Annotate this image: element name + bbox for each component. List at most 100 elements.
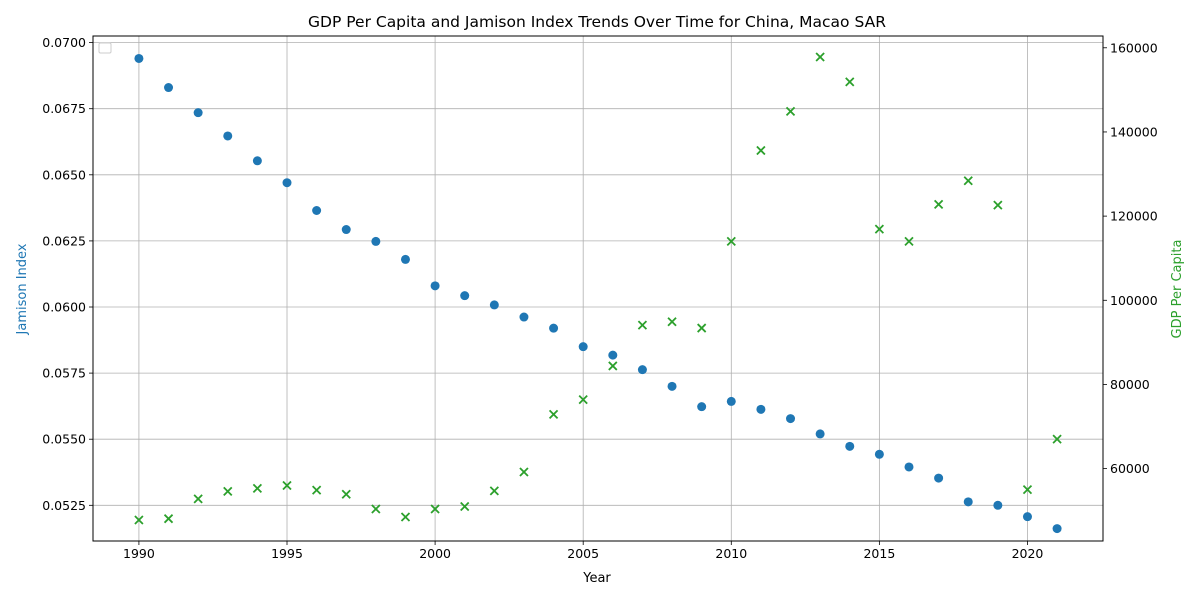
right-tick-label: 120000 [1110, 209, 1158, 224]
jamison-point [815, 429, 825, 439]
gdp-point [785, 106, 796, 116]
jamison-point [312, 206, 322, 216]
gdp-point [282, 480, 292, 491]
gdp-marker-stroke [193, 494, 203, 504]
left-tick-label: 0.0625 [42, 233, 86, 248]
jamison-point [282, 178, 292, 188]
gdp-point [489, 486, 499, 496]
gdp-point [400, 512, 411, 522]
jamison-point [460, 291, 470, 301]
left-tick-label: 0.0600 [42, 300, 86, 315]
gdp-marker-stroke [697, 323, 707, 333]
gdp-marker-stroke [400, 512, 411, 522]
gdp-point [993, 200, 1003, 210]
gdp-marker-stroke [815, 52, 825, 62]
jamison-point [1052, 524, 1062, 534]
gdp-marker-stroke [134, 515, 144, 525]
left-tick-label: 0.0650 [42, 167, 86, 182]
jamison-point [341, 225, 351, 235]
jamison-point [608, 350, 618, 360]
jamison-point [489, 300, 499, 310]
gdp-point [548, 409, 559, 419]
gdp-point [460, 501, 470, 512]
plot-frame [92, 35, 1104, 542]
jamison-point [786, 414, 796, 424]
jamison-point [1022, 512, 1032, 522]
jamison-point [164, 83, 174, 93]
gdp-point [578, 394, 588, 405]
gdp-marker-stroke [223, 486, 233, 496]
x-tick-label: 2000 [419, 546, 451, 561]
x-axis-label: Year [582, 571, 611, 586]
gdp-marker-stroke [637, 320, 648, 330]
jamison-point [549, 323, 559, 333]
axes: 1990 1995 2000 2005 2010 2015 2020 0.0525 0.0550… [42, 35, 1158, 561]
jamison-point [371, 236, 381, 246]
gdp-point [963, 176, 973, 186]
gdp-marker-stroke [252, 483, 263, 494]
jamison-point [637, 365, 647, 375]
left-axis-label: Jamison Index [15, 243, 30, 335]
jamison-point [904, 462, 914, 472]
gdp-marker-stroke [963, 176, 973, 186]
gdp-point [874, 224, 885, 234]
jamison-point [667, 381, 677, 391]
right-axis-label: GDP Per Capita [1170, 240, 1185, 339]
data-points [134, 52, 1062, 534]
right-tick-label: 100000 [1110, 293, 1158, 308]
gdp-marker-stroke [430, 504, 440, 514]
gdp-marker-stroke [489, 486, 499, 496]
gdp-marker-stroke [578, 394, 588, 405]
gdp-point [519, 467, 529, 477]
gdp-marker-stroke [311, 485, 322, 495]
legend-box [98, 42, 112, 54]
jamison-point [578, 342, 588, 352]
left-tick-label: 0.0675 [42, 101, 86, 116]
grid [93, 36, 1103, 541]
gdp-point [933, 199, 944, 209]
gdp-marker-stroke [726, 236, 736, 247]
jamison-point [845, 441, 855, 451]
jamison-point [430, 281, 440, 291]
gdp-point [252, 483, 263, 494]
gdp-point [341, 489, 351, 499]
gdp-point [815, 52, 825, 62]
x-tick-label: 2005 [567, 546, 599, 561]
gdp-marker-stroke [845, 77, 855, 87]
jamison-point [134, 53, 144, 63]
gdp-marker-stroke [756, 145, 766, 156]
gdp-marker-stroke [785, 106, 796, 116]
jamison-point [223, 131, 233, 141]
gdp-point [430, 504, 440, 514]
left-tick-label: 0.0700 [42, 35, 86, 50]
left-tick-label: 0.0550 [42, 432, 86, 447]
gdp-marker-stroke [341, 489, 351, 499]
jamison-point [697, 402, 707, 412]
gdp-point [1052, 434, 1062, 444]
x-tick-label: 1990 [123, 546, 155, 561]
right-tick-label: 140000 [1110, 124, 1158, 139]
left-tick-label: 0.0575 [42, 366, 86, 381]
gdp-point [608, 361, 618, 371]
gdp-marker-stroke [608, 361, 618, 371]
x-tick-label: 1995 [271, 546, 303, 561]
gdp-marker-stroke [993, 200, 1003, 210]
gdp-marker-stroke [282, 480, 292, 491]
gdp-point [726, 236, 736, 247]
gdp-point [223, 486, 233, 496]
gdp-point [163, 514, 174, 524]
x-tick-label: 2020 [1012, 546, 1044, 561]
gdp-point [134, 515, 144, 525]
gdp-point [697, 323, 707, 333]
gdp-point [637, 320, 648, 330]
right-tick-label: 160000 [1110, 40, 1158, 55]
chart-title: GDP Per Capita and Jamison Index Trends … [308, 13, 886, 31]
gdp-marker-stroke [163, 514, 174, 524]
x-tick-label: 2015 [863, 546, 895, 561]
jamison-point [756, 404, 766, 414]
jamison-point [874, 449, 884, 459]
jamison-point [963, 497, 973, 507]
gdp-marker-stroke [519, 467, 529, 477]
